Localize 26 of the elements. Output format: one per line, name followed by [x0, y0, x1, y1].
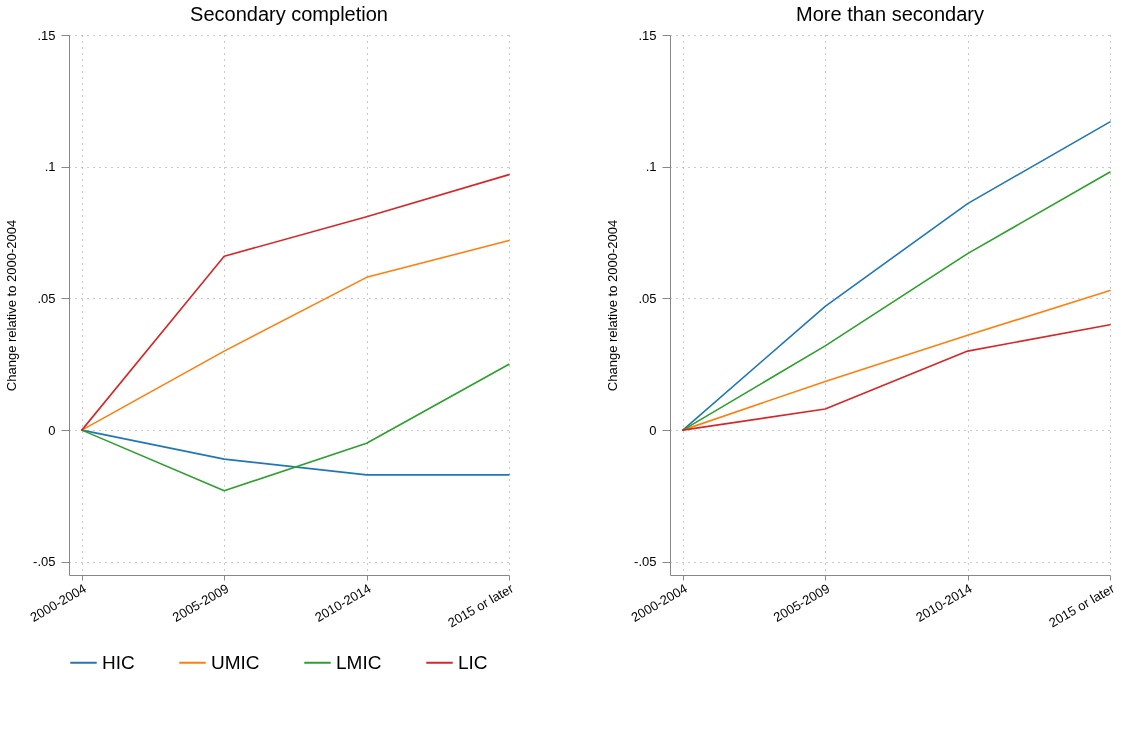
legend-label: UMIC	[211, 651, 260, 673]
line-series	[682, 121, 1111, 431]
line-series	[81, 363, 510, 492]
y-tick-label: .15	[37, 27, 56, 43]
line-series	[81, 173, 510, 431]
legend-label: LMIC	[336, 651, 382, 673]
y-tick-label: .1	[645, 159, 657, 175]
line-series	[682, 171, 1111, 431]
y-tick-label: -.05	[33, 554, 56, 570]
y-tick-label: 0	[649, 422, 657, 438]
legend-label: HIC	[102, 651, 135, 673]
line-series	[682, 323, 1111, 431]
y-tick-label: .05	[638, 290, 657, 306]
legend-label: LIC	[458, 651, 488, 673]
chart-title: Secondary completion	[190, 3, 388, 25]
x-tick-label: 2015 or later	[445, 580, 517, 631]
y-tick-label: .1	[44, 159, 56, 175]
x-tick-label: 2015 or later	[1046, 580, 1118, 631]
y-tick-label: .15	[638, 27, 657, 43]
y-tick-label: .05	[37, 290, 56, 306]
line-series	[81, 239, 510, 431]
y-tick-label: 0	[48, 422, 56, 438]
y-axis-title: Change relative to 2000-2004	[605, 219, 621, 392]
chart-title: More than secondary	[796, 3, 984, 25]
y-axis-title: Change relative to 2000-2004	[4, 219, 20, 392]
y-tick-label: -.05	[634, 554, 657, 570]
